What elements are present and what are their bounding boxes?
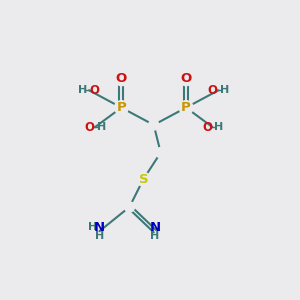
- Text: N: N: [94, 220, 105, 233]
- Text: O: O: [202, 121, 212, 134]
- Text: H: H: [88, 222, 97, 232]
- Circle shape: [124, 202, 135, 212]
- Text: H: H: [78, 85, 87, 95]
- Text: N: N: [149, 220, 161, 233]
- Circle shape: [179, 101, 193, 115]
- Text: O: O: [181, 72, 192, 85]
- Text: H: H: [97, 122, 106, 132]
- Circle shape: [156, 148, 166, 158]
- Text: O: O: [116, 72, 127, 85]
- Text: P: P: [181, 101, 191, 114]
- Text: S: S: [139, 173, 148, 186]
- Text: H: H: [95, 231, 104, 241]
- Circle shape: [115, 72, 128, 86]
- Text: O: O: [84, 121, 94, 134]
- Text: H: H: [214, 122, 224, 132]
- Circle shape: [115, 101, 128, 115]
- Text: O: O: [208, 84, 218, 97]
- Circle shape: [149, 120, 159, 130]
- Text: H: H: [150, 231, 160, 241]
- Circle shape: [179, 72, 193, 86]
- Circle shape: [136, 172, 150, 186]
- Text: O: O: [90, 84, 100, 97]
- Text: H: H: [220, 85, 230, 95]
- Text: P: P: [116, 101, 126, 114]
